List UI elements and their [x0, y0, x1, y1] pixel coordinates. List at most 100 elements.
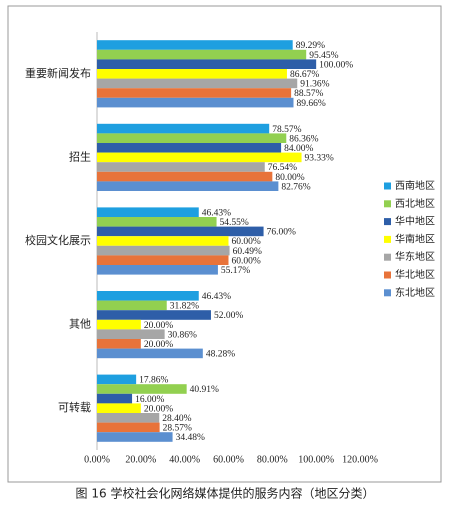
value-label: 60.49%: [233, 247, 262, 257]
bar: [97, 123, 270, 134]
bar: [97, 236, 229, 246]
value-label: 95.45%: [309, 51, 338, 61]
value-label: 89.29%: [296, 41, 325, 51]
value-label: 76.54%: [268, 163, 297, 173]
bar: [97, 310, 211, 320]
value-label: 30.86%: [168, 330, 197, 340]
category-label: 招生: [69, 149, 91, 163]
bar: [97, 171, 273, 182]
value-label: 89.66%: [297, 99, 326, 109]
bar: [97, 422, 160, 433]
x-tick-label: 20.00%: [125, 454, 156, 465]
legend-swatch: [384, 182, 391, 190]
value-label: 28.57%: [163, 424, 192, 434]
bar: [97, 133, 287, 143]
value-label: 55.17%: [221, 266, 250, 276]
bar: [97, 181, 279, 191]
bar: [97, 329, 165, 339]
value-label: 76.00%: [267, 228, 296, 238]
legend-label: 华南地区: [395, 232, 435, 245]
legend-swatch: [384, 218, 391, 226]
legend-label: 华北地区: [395, 268, 435, 281]
value-label: 88.57%: [294, 89, 323, 99]
bar: [97, 432, 173, 442]
category-label: 重要新闻发布: [25, 66, 91, 80]
x-tick-label: 40.00%: [169, 454, 200, 465]
value-label: 28.40%: [162, 414, 191, 424]
legend-swatch: [384, 289, 391, 297]
bar: [97, 49, 307, 60]
value-label: 17.86%: [139, 376, 168, 386]
legend-swatch: [384, 253, 391, 261]
value-label: 20.00%: [144, 340, 173, 350]
value-label: 78.57%: [272, 125, 301, 135]
x-tick-label: 120.00%: [342, 454, 378, 465]
x-tick-label: 60.00%: [213, 454, 244, 465]
bar: [97, 265, 218, 275]
bar: [97, 59, 317, 69]
bar: [97, 97, 294, 108]
value-label: 100.00%: [319, 60, 353, 70]
value-label: 52.00%: [214, 311, 243, 321]
bar: [97, 226, 264, 237]
value-label: 46.43%: [202, 292, 231, 302]
value-label: 20.00%: [144, 404, 173, 414]
value-label: 46.43%: [202, 208, 231, 218]
bar: [97, 217, 217, 227]
bar: [97, 300, 167, 311]
bar: [97, 339, 141, 349]
bar: [97, 162, 265, 172]
frame: [7, 5, 442, 483]
value-label: 54.55%: [220, 218, 249, 228]
bar: [97, 143, 282, 153]
bar: [97, 319, 141, 330]
value-label: 86.36%: [289, 134, 318, 144]
value-label: 82.76%: [281, 182, 310, 192]
value-label: 86.67%: [290, 70, 319, 80]
category-label: 校园文化展示: [25, 233, 91, 247]
bar: [97, 348, 203, 359]
value-label: 60.00%: [232, 237, 261, 247]
bar: [97, 152, 302, 163]
category-label: 其他: [69, 318, 91, 331]
value-label: 84.00%: [284, 144, 313, 154]
bar: [97, 291, 199, 301]
bar: [97, 78, 298, 89]
legend-swatch: [384, 271, 391, 279]
bar: [97, 384, 187, 394]
value-label: 60.00%: [232, 256, 261, 266]
legend-swatch: [384, 200, 391, 208]
bar: [97, 393, 133, 404]
value-label: 16.00%: [135, 395, 164, 405]
bar: [97, 255, 229, 265]
x-tick-label: 80.00%: [257, 454, 288, 465]
x-tick-label: 100.00%: [298, 454, 334, 465]
bar: [97, 88, 292, 98]
value-label: 20.00%: [144, 321, 173, 331]
x-tick-label: 0.00%: [84, 454, 110, 465]
value-label: 93.33%: [305, 154, 334, 164]
bar: [97, 403, 141, 413]
bar: [97, 207, 199, 217]
value-label: 40.91%: [190, 385, 219, 395]
value-label: 48.28%: [206, 350, 235, 360]
legend-label: 西北地区: [395, 197, 435, 210]
value-label: 34.48%: [176, 433, 205, 443]
bar: [97, 40, 293, 50]
legend-label: 西南地区: [395, 179, 435, 192]
category-label: 可转载: [58, 400, 91, 414]
bar: [97, 245, 230, 256]
legend-label: 东北地区: [395, 286, 435, 299]
bar: [97, 413, 160, 423]
legend-swatch: [384, 235, 391, 243]
chart-title: 图 16 学校社会化网络媒体提供的服务内容（地区分类）: [76, 486, 375, 501]
value-label: 80.00%: [275, 173, 304, 183]
legend-label: 华东地区: [395, 250, 435, 263]
legend-label: 华中地区: [395, 215, 435, 228]
value-label: 91.36%: [300, 80, 329, 90]
value-label: 31.82%: [170, 302, 199, 312]
bar: [97, 69, 287, 79]
bar: [97, 374, 137, 385]
